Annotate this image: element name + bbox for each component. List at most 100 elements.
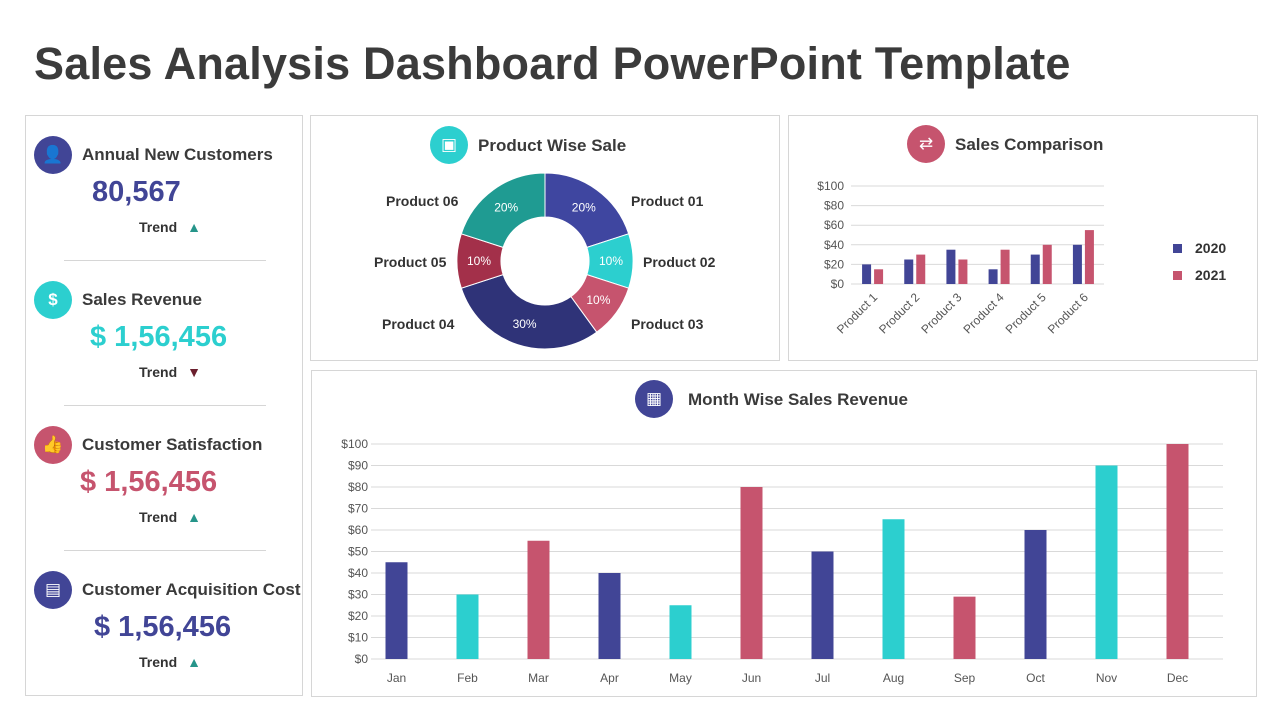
legend-swatch: [1173, 244, 1182, 253]
thumbs-up-icon: 👍: [34, 426, 72, 464]
y-tick-label: $80: [348, 480, 368, 494]
slice-label: 10%: [467, 254, 491, 268]
bar-sep: [953, 596, 976, 659]
product-wise-sale-panel: ▣ Product Wise Sale 20% 10% 10% 30% 10% 20% P…: [310, 115, 780, 361]
slice-label: 10%: [599, 254, 623, 268]
legend-label: Product 05: [374, 254, 447, 270]
y-tick-label: $50: [348, 545, 368, 559]
trend-label: Trend: [139, 364, 178, 380]
bar-may: [669, 605, 692, 659]
bar-apr: [598, 573, 621, 659]
legend-item-2020: 2020: [1173, 240, 1226, 256]
kpi-value: $ 1,56,456: [94, 611, 232, 643]
kpi-trend: Trend ▲: [139, 219, 201, 235]
month-bar-chart: $0 $10 $20 $30 $40 $50 $60 $70 $80 $90 $100 Jan Feb M…: [341, 437, 1223, 685]
kpi-label: Customer Satisfaction: [82, 435, 263, 454]
x-tick-label: Feb: [457, 671, 478, 685]
x-tick-label: Jan: [387, 671, 406, 685]
trend-label: Trend: [139, 509, 178, 525]
x-tick-label: Product 1: [834, 290, 880, 336]
kpi-customer-satisfaction: 👍 Customer Satisfaction $ 1,56,456 Trend…: [26, 406, 303, 551]
y-tick-label: $30: [348, 588, 368, 602]
legend-item-2021: 2021: [1173, 267, 1226, 283]
bar-2021: [1000, 249, 1010, 284]
y-tick-label: $0: [831, 277, 845, 291]
bar-nov: [1095, 465, 1118, 659]
kpi-trend: Trend ▲: [139, 509, 201, 525]
y-tick-label: $70: [348, 502, 368, 516]
kpi-value: $ 1,56,456: [90, 321, 228, 353]
x-tick-label: May: [669, 671, 692, 685]
trend-up-icon: ▲: [187, 654, 201, 670]
bar-2021: [1084, 230, 1094, 284]
x-tick-label: Product 3: [918, 290, 964, 336]
kpi-value: 80,567: [92, 176, 181, 208]
legend-label: 2020: [1195, 240, 1227, 256]
bar-jul: [811, 551, 834, 659]
bar-2020: [946, 249, 956, 284]
chart-title: Month Wise Sales Revenue: [688, 390, 908, 409]
kpi-annual-new-customers: 👤 Annual New Customers 80,567 Trend ▲: [26, 116, 303, 261]
x-tick-label: Jun: [742, 671, 761, 685]
y-tick-label: $40: [824, 238, 844, 252]
x-tick-label: Mar: [528, 671, 549, 685]
x-tick-label: Sep: [954, 671, 976, 685]
slice-label: 10%: [586, 293, 610, 307]
kpi-value: $ 1,56,456: [80, 466, 218, 498]
donut-chart: 20% 10% 10% 30% 10% 20%: [456, 172, 634, 350]
money-hand-icon: $: [34, 281, 72, 319]
sales-comparison-panel: ⇄ Sales Comparison $0 $20 $40 $60 $80 $100 Pro…: [788, 115, 1258, 361]
bar-dec: [1166, 444, 1189, 659]
user-icon: 👤: [34, 136, 72, 174]
page-title: Sales Analysis Dashboard PowerPoint Temp…: [34, 38, 1071, 89]
y-tick-label: $100: [341, 437, 368, 451]
bar-oct: [1024, 530, 1047, 659]
y-tick-label: $20: [824, 257, 844, 271]
x-tick-label: Oct: [1026, 671, 1045, 685]
bar-mar: [527, 540, 550, 659]
legend-label: 2021: [1195, 267, 1227, 283]
kpi-customer-acquisition-cost: ▤ Customer Acquisition Cost $ 1,56,456 T…: [26, 551, 303, 696]
bar-2021: [874, 269, 884, 284]
kpi-trend: Trend ▲: [139, 654, 201, 670]
kpi-label: Customer Acquisition Cost: [82, 580, 301, 599]
bar-jun: [740, 487, 763, 659]
y-tick-label: $10: [348, 631, 368, 645]
bar-aug: [882, 519, 905, 659]
swap-arrows-icon: ⇄: [907, 125, 945, 163]
kpi-label: Annual New Customers: [82, 145, 273, 164]
y-tick-label: $60: [824, 218, 844, 232]
trend-up-icon: ▲: [187, 509, 201, 525]
slice-label: 20%: [494, 201, 518, 215]
y-tick-label: $100: [817, 179, 844, 193]
x-tick-label: Nov: [1096, 671, 1117, 685]
legend-swatch: [1173, 271, 1182, 280]
x-tick-label: Product 5: [1003, 290, 1049, 336]
donut-slice: [460, 273, 598, 350]
kpi-sales-revenue: $ Sales Revenue $ 1,56,456 Trend ▼: [26, 261, 303, 406]
trend-down-icon: ▼: [187, 364, 201, 380]
month-wise-revenue-panel: ▦ Month Wise Sales Revenue $0 $10 $20 $30 $4…: [311, 370, 1257, 697]
cash-icon: ▤: [34, 571, 72, 609]
y-tick-label: $20: [348, 609, 368, 623]
bar-2020: [988, 269, 998, 284]
trend-label: Trend: [139, 654, 178, 670]
slice-label: 20%: [572, 201, 596, 215]
divider: [64, 550, 266, 551]
kpi-trend: Trend ▼: [139, 364, 201, 380]
legend-label: Product 01: [631, 193, 704, 209]
x-tick-label: Product 4: [960, 290, 1006, 336]
x-tick-label: Dec: [1167, 671, 1188, 685]
bar-2020: [1072, 244, 1082, 284]
legend-label: Product 02: [643, 254, 716, 270]
bar-2020: [904, 259, 914, 284]
y-tick-label: $0: [355, 652, 369, 666]
x-tick-label: Jul: [815, 671, 830, 685]
y-tick-label: $90: [348, 459, 368, 473]
y-tick-label: $80: [824, 199, 844, 213]
trend-up-icon: ▲: [187, 219, 201, 235]
x-tick-label: Product 2: [876, 290, 922, 336]
x-tick-label: Aug: [883, 671, 904, 685]
slice-label: 30%: [513, 317, 537, 331]
y-tick-label: $60: [348, 523, 368, 537]
